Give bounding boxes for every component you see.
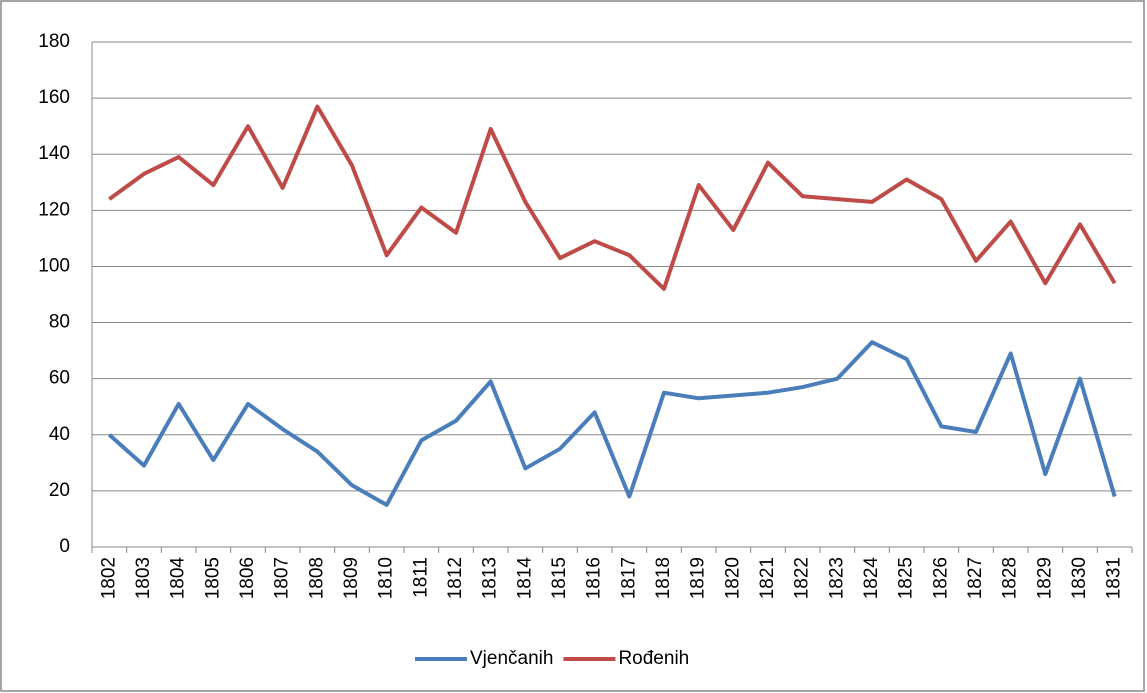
series-line bbox=[108, 340, 1117, 507]
x-tick-label: 1802 bbox=[98, 557, 119, 599]
x-tick-label: 1813 bbox=[480, 557, 501, 599]
x-tick-label: 1817 bbox=[618, 557, 639, 599]
x-tick-label: 1825 bbox=[896, 557, 917, 599]
x-tick-label: 1831 bbox=[1104, 557, 1125, 599]
x-tick-label: 1806 bbox=[237, 557, 258, 599]
x-tick-label: 1824 bbox=[861, 557, 882, 600]
x-tick-label: 1819 bbox=[688, 557, 709, 599]
y-tick-label: 80 bbox=[49, 312, 70, 333]
x-tick-label: 1830 bbox=[1069, 557, 1090, 599]
y-tick-label: 20 bbox=[49, 480, 70, 501]
x-tick-label: 1812 bbox=[445, 557, 466, 599]
x-tick-label: 1805 bbox=[202, 557, 223, 599]
y-tick-label: 40 bbox=[49, 424, 70, 445]
x-tick-label: 1807 bbox=[272, 557, 293, 599]
y-tick-label: 140 bbox=[38, 143, 70, 164]
legend-label: Vjenčanih bbox=[470, 648, 553, 669]
series-line bbox=[108, 104, 1117, 291]
x-tick-label: 1821 bbox=[757, 557, 778, 599]
y-tick-label: 100 bbox=[38, 255, 70, 276]
x-tick-label: 1811 bbox=[410, 557, 431, 598]
x-tick-label: 1808 bbox=[306, 557, 327, 599]
x-tick-label: 1820 bbox=[722, 557, 743, 599]
y-tick-label: 120 bbox=[38, 199, 70, 220]
y-tick-label: 160 bbox=[38, 87, 70, 108]
x-tick-label: 1803 bbox=[133, 557, 154, 599]
x-tick-label: 1810 bbox=[376, 557, 397, 599]
x-tick-label: 1818 bbox=[653, 557, 674, 599]
x-tick-label: 1826 bbox=[930, 557, 951, 599]
y-tick-label: 60 bbox=[49, 368, 70, 389]
x-tick-label: 1814 bbox=[514, 557, 535, 600]
x-tick-label: 1827 bbox=[965, 557, 986, 599]
x-tick-label: 1828 bbox=[1000, 557, 1021, 599]
y-tick-label: 0 bbox=[59, 536, 70, 557]
legend-label: Rođenih bbox=[618, 648, 689, 669]
x-tick-label: 1815 bbox=[549, 557, 570, 599]
x-tick-label: 1829 bbox=[1034, 557, 1055, 599]
x-tick-label: 1804 bbox=[168, 557, 189, 600]
x-tick-label: 1809 bbox=[341, 557, 362, 599]
x-tick-label: 1823 bbox=[826, 557, 847, 599]
x-tick-label: 1822 bbox=[792, 557, 813, 599]
y-tick-label: 180 bbox=[38, 31, 70, 52]
x-tick-label: 1816 bbox=[584, 557, 605, 599]
